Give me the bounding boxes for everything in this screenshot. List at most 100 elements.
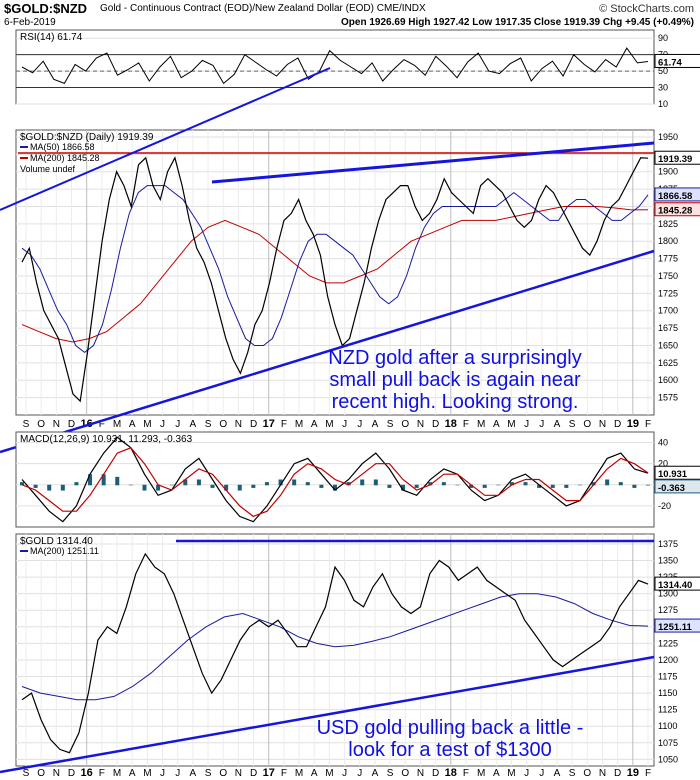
macd-histogram-bar (74, 482, 79, 486)
usd-x-label: S (23, 768, 30, 779)
macd-histogram-bar (169, 484, 174, 486)
price-x-label: M (325, 419, 333, 430)
usd-value-label-box (654, 576, 700, 591)
ohlc-summary: Open 1926.69 High 1927.42 Low 1917.35 Cl… (341, 17, 694, 28)
price-x-label: O (583, 419, 591, 430)
price-value-label-box (654, 150, 700, 165)
usd-ma200-value-label-box (654, 618, 700, 633)
price-x-label: A (554, 419, 561, 430)
usd-tick-label: 1200 (658, 655, 678, 665)
usd-x-label: 18 (445, 767, 457, 779)
upper-trend-line (211, 141, 655, 184)
macd-histogram-bar (455, 484, 460, 486)
macd-histogram-bar (333, 484, 337, 491)
macd-histogram-bar (537, 484, 542, 488)
macd-histogram-bar (33, 484, 38, 488)
usd-price-line (21, 552, 649, 754)
price-x-label: 17 (263, 418, 275, 430)
price-x-label: O (401, 419, 409, 430)
macd-histogram-bar (142, 484, 147, 491)
price-tick-label: 1775 (658, 254, 678, 264)
usd-x-label: S (205, 768, 212, 779)
ma50-value-label-box (654, 187, 700, 202)
macd-histogram-bar (20, 482, 24, 486)
usd-tick-label: 1175 (658, 672, 677, 682)
nzd-annotation-line: small pull back is again near (329, 369, 581, 391)
macd-histogram-bar (646, 484, 650, 486)
price-x-label: N (53, 419, 60, 430)
price-x-label: F (463, 419, 469, 430)
macd-value-label-box (654, 465, 700, 480)
macd-histogram-bar (115, 476, 120, 486)
stockcharts-logo[interactable]: © StockCharts.com (599, 3, 694, 15)
usd-tick-label: 1100 (658, 721, 677, 731)
usd-x-label: J (539, 768, 544, 779)
usd-x-label: N (53, 768, 60, 779)
macd-histogram-bar (319, 484, 324, 488)
price-x-label: D (68, 419, 75, 430)
price-tick-label: 1750 (658, 271, 678, 281)
usd-x-label: J (160, 768, 165, 779)
macd-histogram-bar (128, 484, 133, 486)
macd-histogram-bar (632, 484, 637, 488)
rsi-series-line (21, 47, 649, 85)
price-x-label: N (417, 419, 424, 430)
usd-x-label: O (583, 768, 591, 779)
rsi-tick-label: 90 (658, 33, 668, 43)
price-value-label: 1919.39 (658, 154, 692, 165)
price-x-label: M (507, 419, 515, 430)
usd-x-label: A (311, 768, 318, 779)
macd-tick-label: 40 (658, 438, 668, 448)
macd-tick-label: -20 (658, 501, 671, 511)
price-x-label: S (569, 419, 576, 430)
price-x-label: J (175, 419, 180, 430)
legend-volume: Volume undef (20, 164, 76, 174)
legend-ma200: MA(200) 1845.28 (30, 153, 100, 163)
usd-tick-label: 1150 (658, 688, 677, 698)
usd-tick-label: 1350 (658, 556, 678, 566)
macd-hist-value-label-box (654, 479, 700, 494)
usd-x-label: 16 (81, 767, 93, 779)
macd-histogram-bar (577, 484, 582, 486)
usd-panel (15, 533, 655, 767)
price-x-label: F (281, 419, 287, 430)
price-x-label: A (190, 419, 197, 430)
usd-value-label: 1314.40 (658, 580, 692, 591)
usd-x-label: 17 (263, 767, 275, 779)
price-x-label: N (235, 419, 242, 430)
price-x-label: M (295, 419, 303, 430)
usd-x-label: A (554, 768, 561, 779)
macd-histogram-bar (224, 484, 229, 491)
usd-x-label: F (463, 768, 469, 779)
price-x-label: S (205, 419, 212, 430)
price-x-label: M (113, 419, 121, 430)
price-x-label: M (143, 419, 151, 430)
price-x-label: A (311, 419, 318, 430)
macd-histogram-bar (156, 484, 161, 491)
macd-histogram-bar (210, 484, 215, 488)
price-x-label: S (23, 419, 30, 430)
rsi-tick-label: 10 (658, 99, 668, 109)
price-tick-label: 1650 (658, 340, 678, 350)
macd-histogram-bar (278, 479, 283, 486)
price-x-label: A (372, 419, 379, 430)
price-tick-label: 1825 (658, 219, 678, 229)
usd-x-label: A (190, 768, 197, 779)
macd-histogram-bar (428, 482, 433, 486)
macd-tick-label: 20 (658, 459, 668, 469)
rsi-tick-label: 30 (658, 83, 668, 93)
price-tick-label: 1725 (658, 288, 678, 298)
macd-value-label: 10.931 (658, 469, 688, 480)
price-x-label: N (599, 419, 606, 430)
macd-histogram-bar (441, 482, 446, 486)
macd-histogram-bar (88, 474, 93, 486)
price-x-label: F (645, 419, 651, 430)
rsi-value-label: 61.74 (658, 57, 682, 68)
rsi-tick-label: 50 (658, 66, 668, 76)
usd-x-label: N (235, 768, 242, 779)
usd-ma200-line (21, 593, 649, 701)
usd-x-label: S (387, 768, 394, 779)
price-x-label: J (539, 419, 544, 430)
usd-x-label: J (175, 768, 180, 779)
